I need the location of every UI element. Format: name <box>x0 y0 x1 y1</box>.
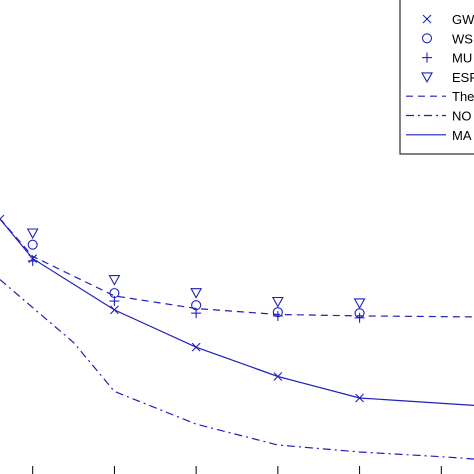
series-mu <box>27 255 365 323</box>
axis-layer <box>32 466 442 474</box>
series-gw-point-0-stroke-b <box>0 214 5 220</box>
series-no <box>0 279 474 460</box>
series-the-line <box>0 218 474 318</box>
legend: GW WS MU ESP The NO MA <box>399 0 474 155</box>
legend-item-ma: MA <box>406 128 472 143</box>
series-esp <box>26 228 366 310</box>
series-esp-point-1 <box>108 275 121 286</box>
series-ma <box>0 218 474 406</box>
legend-label-ws: WS <box>452 31 473 46</box>
series-ws-point-0 <box>27 239 38 250</box>
series-the <box>0 218 474 318</box>
series-mu-point-4 <box>354 312 365 323</box>
legend-label-gw: GW <box>452 12 474 27</box>
legend-label-mu: MU <box>452 51 472 66</box>
legend-label-no: NO <box>452 109 472 124</box>
legend-item-esp: ESP <box>421 70 474 85</box>
series-mu-point-3 <box>272 310 283 321</box>
series-mu-point-1 <box>109 296 120 307</box>
series-esp-point-3 <box>271 296 284 308</box>
series-esp-point-4 <box>353 298 366 310</box>
legend-symbol-gw <box>422 14 432 24</box>
legend-item-no: NO <box>406 109 472 124</box>
series-layer <box>0 214 474 460</box>
legend-label-the: The <box>452 89 474 104</box>
series-mu-point-2 <box>191 308 202 319</box>
legend-symbol-mu <box>422 52 432 63</box>
legend-item-gw: GW <box>422 12 474 27</box>
legend-box <box>399 0 474 155</box>
legend-label-ma: MA <box>452 128 472 143</box>
series-ma-line <box>0 218 474 406</box>
legend-item-mu: MU <box>422 51 472 66</box>
legend-item-the: The <box>406 89 474 104</box>
legend-symbol-esp <box>421 72 433 84</box>
legend-symbol-gw-stroke-b <box>422 14 432 24</box>
series-esp-point-0 <box>26 228 39 240</box>
series-esp-point-2 <box>190 288 203 299</box>
legend-symbol-ws <box>421 33 433 44</box>
legend-item-ws: WS <box>421 31 473 46</box>
legend-label-esp: ESP <box>452 70 474 85</box>
series-no-line <box>0 279 474 460</box>
